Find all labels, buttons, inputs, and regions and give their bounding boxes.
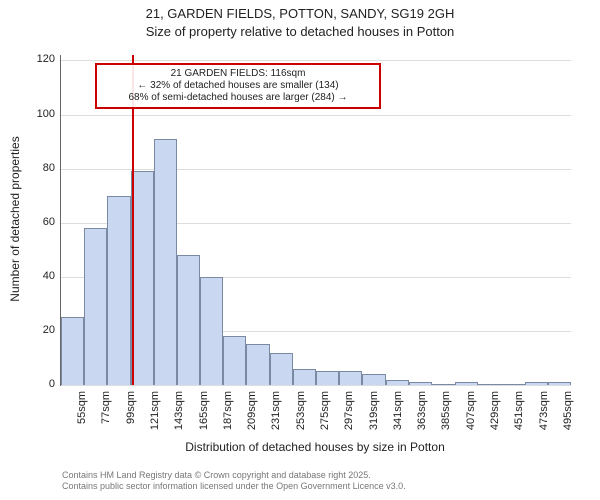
xtick-label: 297sqm	[343, 391, 355, 441]
ytick-label: 80	[25, 162, 55, 174]
ytick-label: 40	[25, 270, 55, 282]
footer-line1: Contains HM Land Registry data © Crown c…	[62, 470, 406, 481]
ytick-label: 20	[25, 324, 55, 336]
histogram-bar	[409, 382, 432, 385]
histogram-bar	[107, 196, 130, 385]
gridline	[61, 169, 571, 170]
histogram-bar	[154, 139, 177, 385]
histogram-bar	[246, 344, 269, 385]
histogram-bar	[455, 382, 478, 385]
histogram-bar	[548, 382, 571, 385]
histogram-bar	[432, 384, 455, 385]
histogram-bar	[316, 371, 339, 385]
histogram-bar	[223, 336, 246, 385]
histogram-bar	[525, 382, 548, 385]
histogram-bar	[84, 228, 107, 385]
xtick-label: 231sqm	[270, 391, 282, 441]
xtick-label: 209sqm	[246, 391, 258, 441]
footer-line2: Contains public sector information licen…	[62, 481, 406, 492]
gridline	[61, 115, 571, 116]
xtick-label: 77sqm	[100, 391, 112, 441]
chart-title-line2: Size of property relative to detached ho…	[0, 24, 600, 39]
xtick-label: 473sqm	[538, 391, 550, 441]
xtick-label: 407sqm	[465, 391, 477, 441]
xtick-label: 275sqm	[319, 391, 331, 441]
xtick-label: 121sqm	[149, 391, 161, 441]
histogram-bar	[478, 384, 501, 385]
xtick-label: 253sqm	[295, 391, 307, 441]
annotation-line3: 68% of semi-detached houses are larger (…	[103, 92, 373, 104]
xtick-label: 165sqm	[198, 391, 210, 441]
ytick-label: 100	[25, 108, 55, 120]
xtick-label: 363sqm	[416, 391, 428, 441]
x-axis-label: Distribution of detached houses by size …	[60, 440, 570, 454]
chart-title-line1: 21, GARDEN FIELDS, POTTON, SANDY, SG19 2…	[0, 6, 600, 21]
xtick-label: 319sqm	[368, 391, 380, 441]
gridline	[61, 60, 571, 61]
xtick-label: 99sqm	[125, 391, 137, 441]
histogram-bar	[362, 374, 385, 385]
xtick-label: 55sqm	[76, 391, 88, 441]
histogram-bar	[386, 380, 409, 385]
histogram-bar	[293, 369, 316, 385]
annotation-box: 21 GARDEN FIELDS: 116sqm ← 32% of detach…	[95, 63, 381, 109]
annotation-line2: ← 32% of detached houses are smaller (13…	[103, 80, 373, 92]
xtick-label: 495sqm	[562, 391, 574, 441]
xtick-label: 385sqm	[440, 391, 452, 441]
xtick-label: 187sqm	[222, 391, 234, 441]
xtick-label: 451sqm	[513, 391, 525, 441]
histogram-bar	[270, 353, 293, 385]
histogram-bar	[61, 317, 84, 385]
xtick-label: 429sqm	[489, 391, 501, 441]
annotation-line1: 21 GARDEN FIELDS: 116sqm	[103, 68, 373, 80]
ytick-label: 0	[25, 378, 55, 390]
xtick-label: 341sqm	[392, 391, 404, 441]
ytick-label: 120	[25, 53, 55, 65]
histogram-bar	[177, 255, 200, 385]
histogram-bar	[200, 277, 223, 385]
histogram-bar	[501, 384, 524, 385]
histogram-bar	[339, 371, 362, 385]
chart-container: 21, GARDEN FIELDS, POTTON, SANDY, SG19 2…	[0, 0, 600, 500]
y-axis-label: Number of detached properties	[8, 54, 22, 384]
footer-attribution: Contains HM Land Registry data © Crown c…	[62, 470, 406, 492]
xtick-label: 143sqm	[173, 391, 185, 441]
gridline	[61, 385, 571, 386]
ytick-label: 60	[25, 216, 55, 228]
